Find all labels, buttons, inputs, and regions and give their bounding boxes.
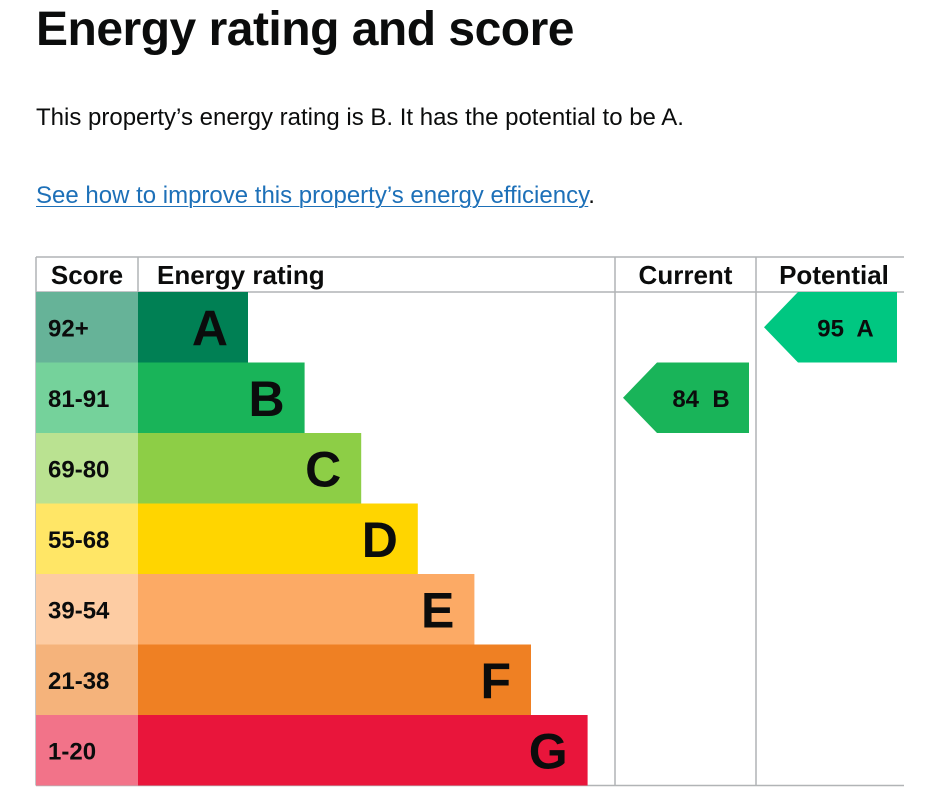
rating-letter-e: E — [421, 582, 454, 638]
score-range-g: 1-20 — [48, 738, 96, 765]
score-cell-b — [36, 362, 138, 433]
rating-bar-d — [138, 503, 418, 574]
rating-letter-a: A — [192, 300, 228, 356]
score-cell-f — [36, 644, 138, 715]
rating-summary: This property’s energy rating is B. It h… — [36, 104, 684, 131]
score-cell-g — [36, 715, 138, 786]
page-title: Energy rating and score — [36, 3, 575, 56]
rating-bar-f — [138, 644, 531, 715]
current-rating-arrow — [623, 362, 749, 433]
improve-link-suffix: . — [588, 182, 595, 209]
rating-bar-a — [138, 292, 248, 363]
score-cell-e — [36, 574, 138, 645]
score-range-b: 81-91 — [48, 386, 109, 413]
improve-energy-efficiency-link[interactable]: See how to improve this property’s energ… — [36, 182, 589, 209]
score-cell-d — [36, 503, 138, 574]
rating-bar-c — [138, 433, 362, 504]
rating-letter-b: B — [248, 371, 284, 427]
potential-rating-label: 95 A — [817, 315, 873, 342]
chart-bands: 92+ A 81-91 B 69-80 C 55-68 D 39-54 E 21-38 F 1-20 G — [36, 292, 588, 786]
improve-link-line: See how to improve this property’s energ… — [36, 180, 595, 212]
rating-bar-b — [138, 362, 305, 433]
score-cell-c — [36, 433, 138, 504]
score-range-d: 55-68 — [48, 527, 109, 554]
rating-bar-e — [138, 574, 475, 645]
header-current: Current — [639, 260, 733, 290]
header-energy-rating: Energy rating — [157, 260, 325, 290]
rating-letter-f: F — [480, 653, 511, 709]
chart-headers: Score Energy rating Current Potential — [51, 260, 889, 290]
rating-letter-c: C — [305, 441, 341, 497]
score-range-a: 92+ — [48, 315, 89, 342]
chart-arrows: 84 B 95 A — [623, 292, 897, 433]
rating-letter-g: G — [529, 723, 568, 779]
score-range-c: 69-80 — [48, 456, 109, 483]
current-rating-label: 84 B — [672, 386, 729, 413]
score-cell-a — [36, 292, 138, 363]
rating-letter-d: D — [362, 512, 398, 568]
score-range-e: 39-54 — [48, 597, 110, 624]
header-potential: Potential — [779, 260, 889, 290]
potential-rating-arrow — [764, 292, 897, 363]
rating-bar-g — [138, 715, 588, 786]
score-range-f: 21-38 — [48, 668, 109, 695]
header-score: Score — [51, 260, 123, 290]
